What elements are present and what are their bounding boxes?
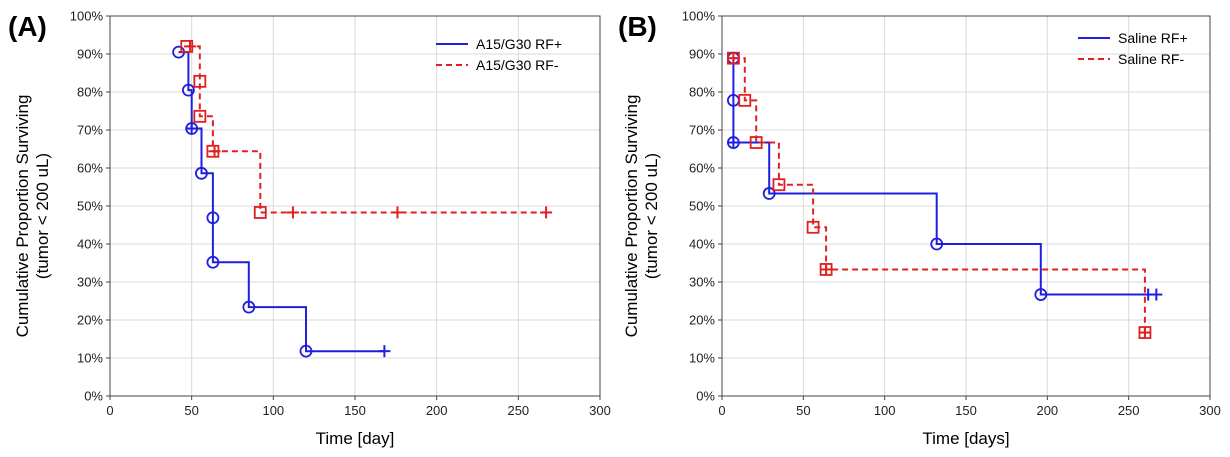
y-tick-label: 10%: [77, 351, 103, 366]
y-tick-label: 30%: [77, 275, 103, 290]
event-marker-square: [749, 136, 763, 149]
y-axis-title-line2: (tumor < 200 uL): [33, 153, 52, 279]
event-marker-square: [772, 178, 786, 192]
event-marker-circle: [206, 211, 220, 225]
y-tick-label: 40%: [77, 237, 103, 252]
y-tick-label: 100%: [682, 9, 716, 24]
x-axis-title: Time [day]: [316, 429, 395, 448]
y-tick-label: 100%: [70, 9, 104, 24]
legend-label: Saline RF-: [1118, 51, 1184, 67]
event-marker-circle: [1034, 288, 1048, 301]
event-marker-circle: [299, 344, 313, 358]
y-tick-label: 20%: [689, 313, 715, 328]
y-tick-label: 40%: [689, 237, 715, 252]
x-tick-label: 0: [106, 403, 113, 418]
y-tick-label: 80%: [689, 85, 715, 100]
event-marker-square: [806, 220, 820, 234]
y-axis-title-line1: Cumulative Proportion Surviving: [13, 95, 32, 338]
y-tick-label: 90%: [77, 47, 103, 62]
y-tick-label: 70%: [77, 123, 103, 138]
legend-label: A15/G30 RF+: [476, 36, 562, 52]
x-tick-label: 0: [718, 403, 725, 418]
y-tick-label: 0%: [84, 389, 103, 404]
x-tick-label: 200: [426, 403, 448, 418]
chart-panel-a: (A) 0 50 100 150 200 250 300 0% 10% 20% 30% 40% 50% 60…: [8, 9, 611, 449]
y-tick-label: 90%: [689, 47, 715, 62]
x-tick-label: 100: [874, 403, 896, 418]
x-tick-label: 250: [1118, 403, 1140, 418]
x-tick-label: 150: [344, 403, 366, 418]
chart-panel-b: (B) 0 50 100 150 200 250 300 0% 10% 20% 30% 40% 50% 60…: [618, 9, 1221, 449]
y-tick-label: 30%: [689, 275, 715, 290]
event-marker-circle: [726, 93, 740, 107]
x-tick-label: 300: [589, 403, 611, 418]
event-marker-circle: [242, 300, 256, 314]
y-tick-label: 60%: [689, 161, 715, 176]
x-tick-label: 300: [1199, 403, 1221, 418]
event-marker-circle: [181, 83, 195, 97]
event-marker-circle: [762, 187, 776, 200]
x-axis-title: Time [days]: [922, 429, 1009, 448]
x-tick-label: 50: [796, 403, 810, 418]
event-marker-square: [193, 109, 207, 123]
x-tick-label: 250: [507, 403, 529, 418]
event-marker-square: [193, 74, 207, 88]
series-line-rf-minus: [186, 45, 547, 214]
event-marker-square: [738, 93, 752, 107]
x-tick-label: 50: [184, 403, 198, 418]
y-tick-label: 10%: [689, 351, 715, 366]
x-tick-label: 200: [1036, 403, 1058, 418]
legend-label: A15/G30 RF-: [476, 57, 559, 73]
legend-label: Saline RF+: [1118, 30, 1188, 46]
series-line-rf-plus: [178, 51, 385, 353]
y-tick-label: 0%: [696, 389, 715, 404]
y-tick-label: 50%: [77, 199, 103, 214]
y-tick-label: 70%: [689, 123, 715, 138]
event-marker-circle: [206, 255, 220, 269]
y-tick-label: 20%: [77, 313, 103, 328]
event-marker-circle: [195, 166, 208, 180]
y-tick-label: 50%: [689, 199, 715, 214]
panel-label: (B): [618, 11, 657, 42]
panel-label: (A): [8, 11, 47, 42]
y-axis-title-line2: (tumor < 200 uL): [642, 153, 661, 279]
event-marker-circle: [930, 237, 944, 251]
series-line-rf-plus: [732, 58, 1157, 296]
y-tick-label: 60%: [77, 161, 103, 176]
y-axis-title-line1: Cumulative Proportion Surviving: [622, 95, 641, 338]
y-tick-label: 80%: [77, 85, 103, 100]
x-tick-label: 100: [262, 403, 284, 418]
x-tick-label: 150: [955, 403, 977, 418]
event-marker-square: [253, 206, 267, 219]
